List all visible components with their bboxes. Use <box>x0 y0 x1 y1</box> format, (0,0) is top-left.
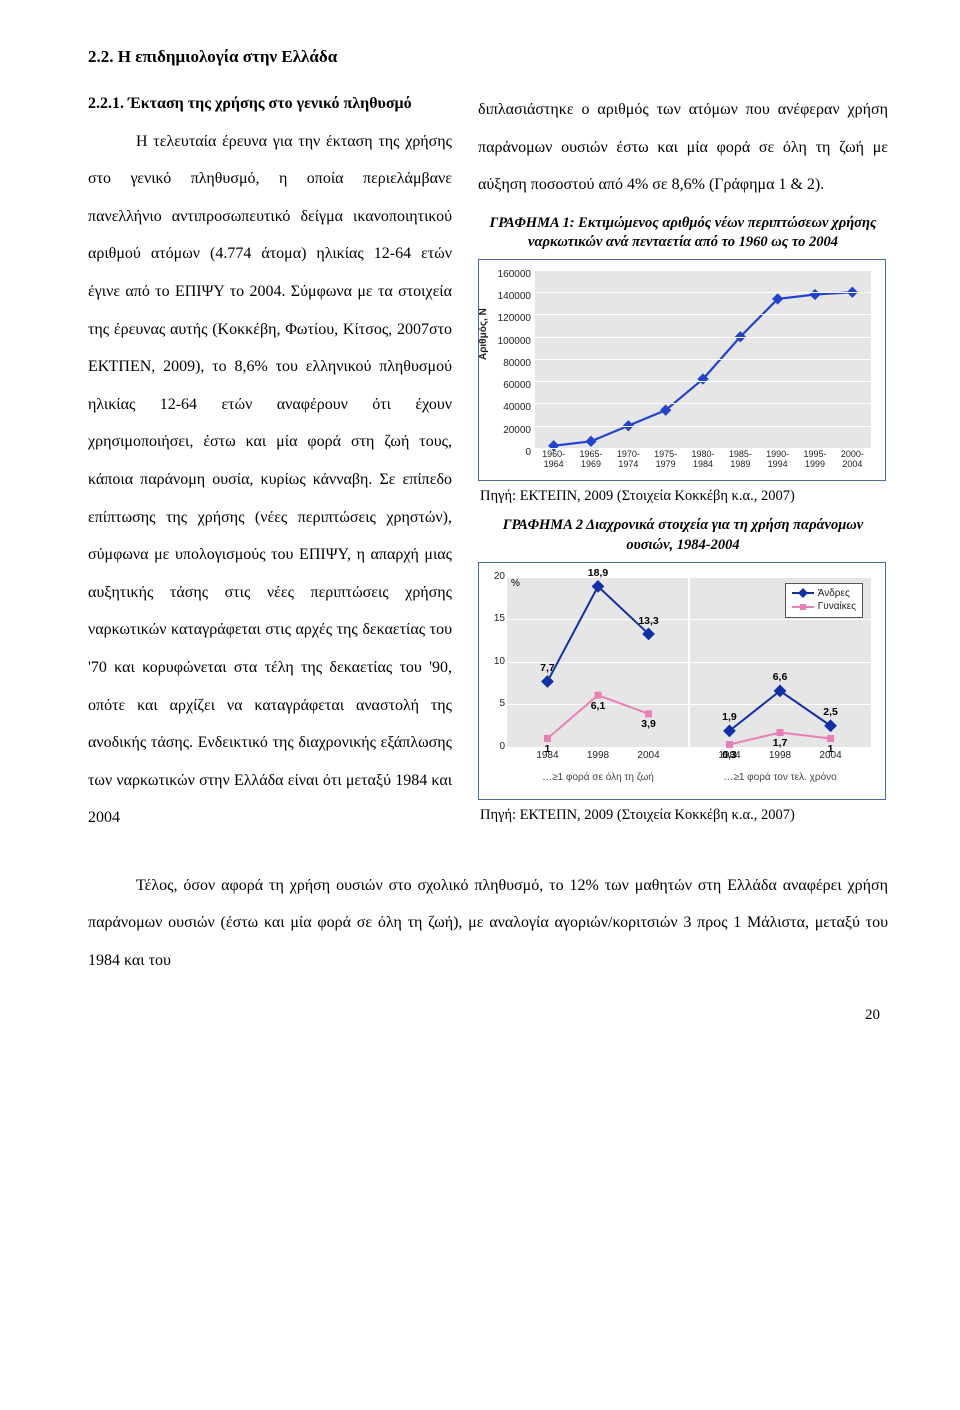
chart1-plot-area <box>535 270 871 448</box>
chart1: Αριθμός, N 02000040000600008000010000012… <box>478 259 886 481</box>
left-body-text: Η τελευταία έρευνα για την έκταση της χρ… <box>88 123 452 837</box>
chart1-caption: Πηγή: ΕΚΤΕΠΝ, 2009 (Στοιχεία Κοκκέβη κ.α… <box>480 487 888 507</box>
chart1-title: ΓΡΑΦΗΜΑ 1: Εκτιμώμενος αριθμός νέων περι… <box>484 214 882 253</box>
chart2-plot-area: % ΆνδρεςΓυναίκες <box>507 577 871 747</box>
chart2-caption: Πηγή: ΕΚΤΕΠΝ, 2009 (Στοιχεία Κοκκέβη κ.α… <box>480 806 888 826</box>
chart1-yaxis-title: Αριθμός, N <box>479 308 489 360</box>
chart2-title: ΓΡΑΦΗΜΑ 2 Διαχρονικά στοιχεία για τη χρή… <box>484 516 882 555</box>
footer-paragraph: Τέλος, όσον αφορά τη χρήση ουσιών στο σχ… <box>88 867 888 980</box>
page-number: 20 <box>88 1008 888 1023</box>
left-column: 2.2.1. Έκταση της χρήσης στο γενικό πληθ… <box>88 91 452 837</box>
right-column: διπλασιάστηκε ο αριθμός των ατόμων που α… <box>478 91 888 837</box>
section-title: 2.2. Η επιδημιολογία στην Ελλάδα <box>88 48 888 65</box>
chart2: 05101520 % ΆνδρεςΓυναίκες 19841998200419… <box>478 562 886 800</box>
right-intro-text: διπλασιάστηκε ο αριθμός των ατόμων που α… <box>478 91 888 204</box>
subsection-head: 2.2.1. Έκταση της χρήσης στο γενικό πληθ… <box>88 91 452 117</box>
